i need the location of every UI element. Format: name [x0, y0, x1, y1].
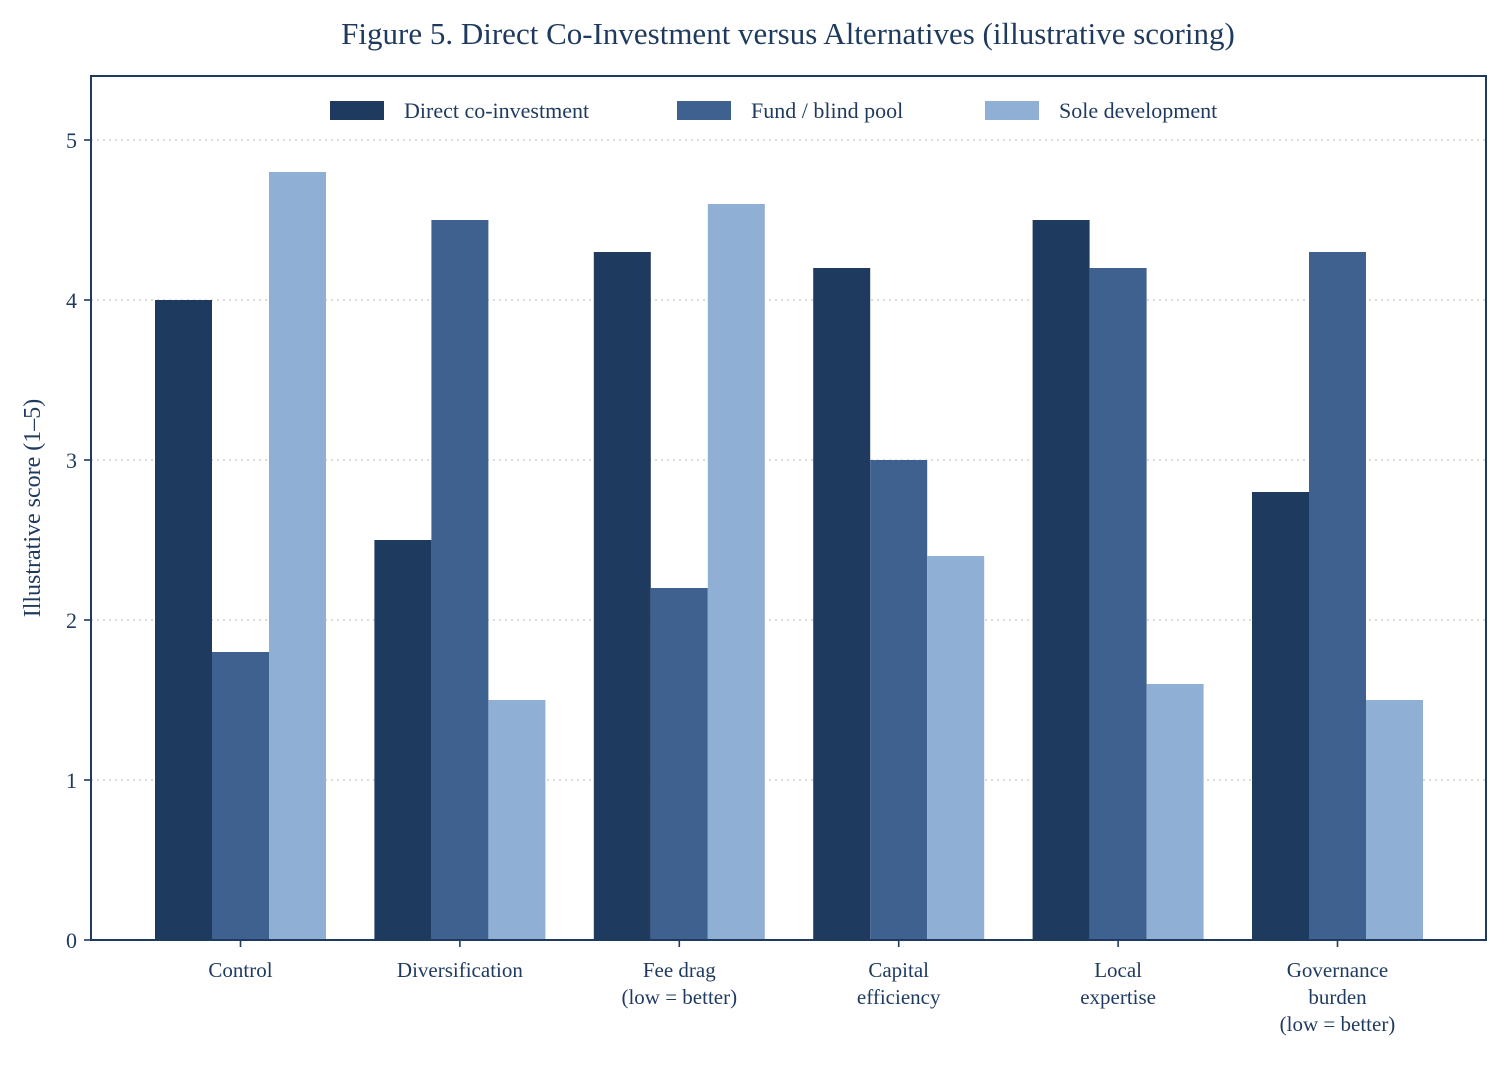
- bars-layer: [155, 172, 1423, 940]
- legend-swatch: [677, 101, 731, 120]
- y-axis: 0 1 2 3 4 5: [66, 128, 91, 953]
- y-tick-label: 4: [66, 288, 77, 313]
- bar-2-6: [1309, 252, 1366, 940]
- bar-3-2: [488, 700, 546, 940]
- y-tick-label: 5: [66, 128, 77, 153]
- y-tick-label: 2: [66, 608, 77, 633]
- bar-3-6: [1366, 700, 1423, 940]
- bar-3-4: [927, 556, 985, 940]
- grid-layer: [91, 139, 1486, 781]
- x-tick-label: expertise: [1080, 985, 1156, 1009]
- y-axis-label: Illustrative score (1–5): [20, 399, 46, 618]
- legend-label: Direct co-investment: [404, 98, 589, 123]
- y-tick-label: 3: [66, 448, 77, 473]
- x-tick-label: Capital: [868, 958, 929, 982]
- x-tick-label: burden: [1308, 985, 1367, 1009]
- bar-3-3: [707, 204, 765, 940]
- x-tick-label: (low = better): [1280, 1012, 1396, 1036]
- y-tick-label: 1: [66, 768, 77, 793]
- legend-swatch: [985, 101, 1039, 120]
- bar-2-4: [870, 460, 928, 940]
- x-tick-label: efficiency: [857, 985, 941, 1009]
- x-tick-label: Fee drag: [643, 958, 716, 982]
- bar-1-3: [593, 252, 651, 940]
- bar-1-5: [1032, 220, 1090, 940]
- bar-2-5: [1089, 268, 1147, 940]
- bar-2-3: [650, 588, 708, 940]
- x-tick-label: Diversification: [397, 958, 523, 982]
- bar-3-1: [269, 172, 326, 940]
- y-tick-label: 0: [66, 928, 77, 953]
- bar-3-5: [1146, 684, 1204, 940]
- bar-1-2: [374, 540, 432, 940]
- bar-1-1: [155, 300, 212, 940]
- x-axis: Control Diversification Fee drag (low = bet…: [208, 940, 1395, 1036]
- legend-label: Sole development: [1059, 98, 1217, 123]
- chart-title: Figure 5. Direct Co-Investment versus Al…: [341, 16, 1235, 51]
- x-tick-label: Control: [208, 958, 272, 982]
- x-tick-label: Governance: [1287, 958, 1388, 982]
- plot-frame: [90, 75, 1487, 941]
- bar-2-1: [212, 652, 269, 940]
- legend-swatch: [330, 101, 384, 120]
- x-tick-label: (low = better): [621, 985, 737, 1009]
- bar-1-4: [813, 268, 871, 940]
- legend-label: Fund / blind pool: [751, 98, 903, 123]
- bar-2-2: [431, 220, 489, 940]
- x-tick-label: Local: [1094, 958, 1142, 982]
- bar-1-6: [1252, 492, 1309, 940]
- legend: Direct co-investment Fund / blind pool Sol…: [330, 98, 1217, 123]
